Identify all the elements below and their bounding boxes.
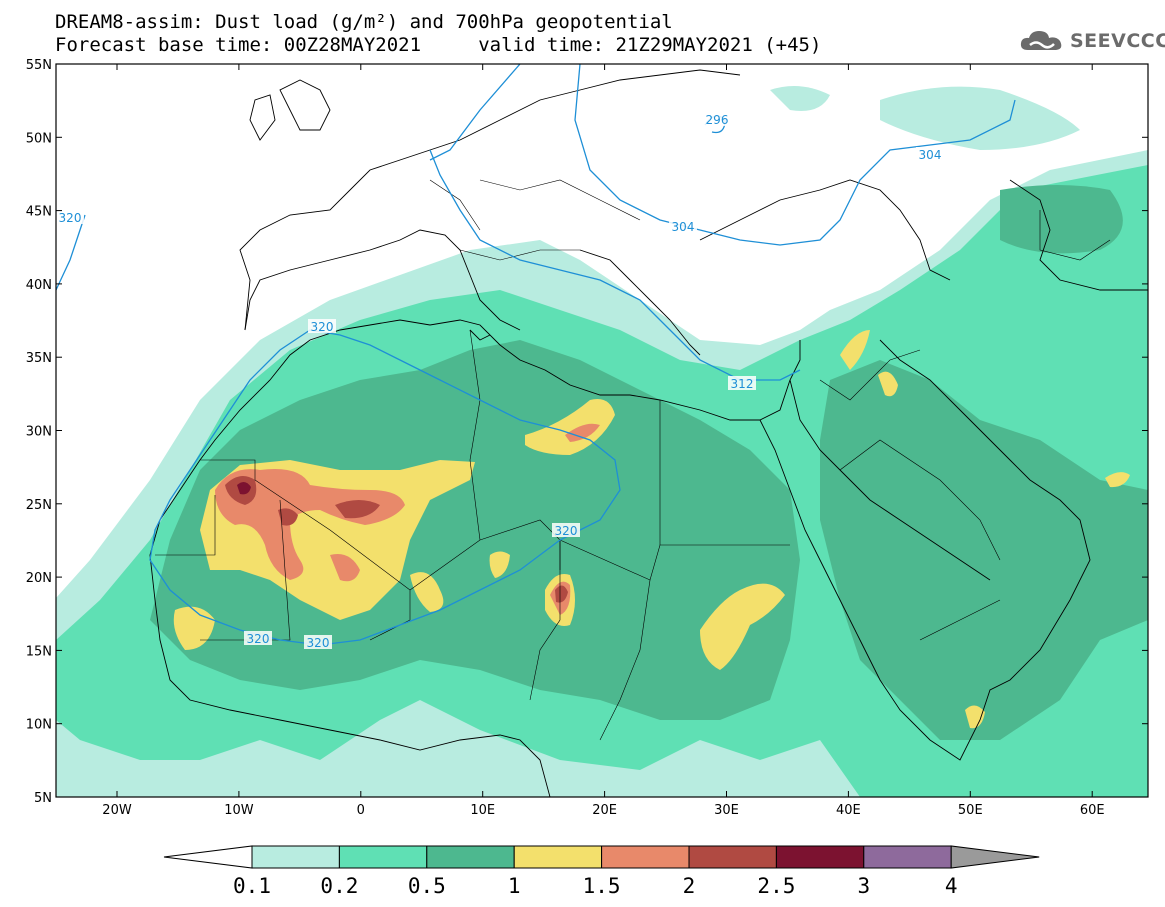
lat-label: 40N: [26, 278, 52, 293]
contour-label-bg: [552, 523, 580, 537]
contour-label-bg: [728, 376, 756, 390]
dust-patch-ukraine: [770, 86, 830, 111]
contour-label: 304: [672, 220, 695, 234]
lat-label: 25N: [26, 498, 52, 513]
lat-label: 35N: [26, 351, 52, 366]
title-line-1: DREAM8-assim: Dust load (g/m²) and 700hP…: [55, 11, 673, 33]
dust-level-2-c: [278, 508, 298, 526]
coastlines: [149, 69, 1148, 797]
lon-label: 30E: [714, 803, 739, 818]
colorbar-label: 1.5: [583, 874, 621, 898]
dust-level-1-libya: [525, 399, 615, 455]
dust-level-1-sudan: [700, 583, 785, 670]
dust-level-1-niger: [489, 551, 510, 578]
contour-label-bg: [703, 112, 731, 126]
dust-caspian-0.5: [1000, 185, 1123, 254]
lat-label: 30N: [26, 425, 52, 440]
contour-labels: 320 320 320 320 320 312 304 304 296: [56, 112, 944, 650]
contour-label-bg: [304, 635, 332, 649]
colorbar-label: 0.1: [233, 874, 271, 898]
dust-level-1.5-b: [330, 554, 360, 582]
contour-label-bg: [308, 319, 336, 333]
dust-level-1-mauritania: [173, 606, 215, 650]
contour-label-bg: [916, 147, 944, 161]
colorbar-label: 0.2: [320, 874, 358, 898]
lat-label: 50N: [26, 131, 52, 146]
dust-level-1-syria: [840, 330, 870, 370]
colorbar-low-arrow: [163, 845, 253, 869]
lat-label: 45N: [26, 205, 52, 220]
longitude-axis: 20W 10W 0 10E 20E 30E 40E 50E 60E: [102, 64, 1105, 818]
title-line-2: Forecast base time: 00Z28MAY2021 valid t…: [55, 34, 822, 56]
lon-label: 0: [357, 803, 365, 818]
dust-level-1-somalia: [965, 705, 985, 729]
lat-label: 55N: [26, 58, 52, 73]
contour-label: 304: [919, 148, 942, 162]
contour-label: 320: [555, 524, 578, 538]
logo-text: SEEVCCC: [1070, 30, 1165, 52]
colorbar-label: 0.5: [408, 874, 446, 898]
dust-fields: [56, 64, 1148, 797]
lat-label: 10N: [26, 718, 52, 733]
lon-label: 10E: [470, 803, 495, 818]
contour-label-bg: [244, 631, 272, 645]
contour-label: 320: [307, 636, 330, 650]
colorbar-label: 2.5: [757, 874, 795, 898]
colorbar-swatch: [775, 845, 865, 869]
colorbar-high-arrow: [950, 845, 1040, 869]
dust-level-1-iraq: [878, 371, 898, 397]
country-borders: [155, 179, 1111, 741]
cloud-icon: [1020, 31, 1062, 50]
dust-level-2.5: [237, 481, 251, 495]
colorbar-swatch: [338, 845, 428, 869]
dust-level-2-chad: [555, 585, 568, 603]
colorbar-swatch: [513, 845, 603, 869]
colorbar-swatch: [863, 845, 952, 869]
dust-level-1.5-libya: [565, 423, 600, 442]
colorbar-swatch: [426, 845, 515, 869]
contour-label: 296: [706, 113, 729, 127]
colorbar-label: 4: [945, 874, 958, 898]
contour-label: 320: [247, 632, 270, 646]
dust-level-0.5: [150, 340, 800, 720]
colorbar-swatch: [251, 845, 340, 869]
contour-label: 320: [59, 211, 82, 225]
lon-label: 50E: [958, 803, 983, 818]
lon-label: 10W: [224, 803, 254, 818]
dust-level-1-mali: [410, 572, 444, 612]
contour-label: 320: [311, 320, 334, 334]
dust-level-1-iran: [1105, 472, 1130, 488]
dust-patch-north: [880, 86, 1080, 150]
colorbar: 0.1 0.2 0.5 1 1.5 2 2.5 3 4: [163, 845, 1040, 898]
lon-label: 20E: [592, 803, 617, 818]
colorbar-label: 1: [508, 874, 521, 898]
colorbar-label: 3: [857, 874, 870, 898]
colorbar-label: 2: [683, 874, 696, 898]
lat-label: 5N: [34, 791, 52, 806]
lon-label: 20W: [102, 803, 132, 818]
lon-label: 40E: [836, 803, 861, 818]
dust-level-2-b: [335, 500, 380, 519]
latitude-axis: 55N 50N 45N 40N 35N 30N 25N 20N 15N 10N 5N: [26, 58, 1148, 806]
dust-level-1.5: [215, 469, 405, 580]
lat-label: 15N: [26, 644, 52, 659]
lon-label: 60E: [1080, 803, 1105, 818]
contour-label-bg: [56, 210, 84, 224]
contour-label-bg: [669, 219, 697, 233]
seevccc-logo: SEEVCCC: [1018, 28, 1165, 54]
contour-label: 312: [731, 377, 754, 391]
lat-label: 20N: [26, 571, 52, 586]
colorbar-swatch: [601, 845, 690, 869]
colorbar-swatch: [688, 845, 777, 869]
